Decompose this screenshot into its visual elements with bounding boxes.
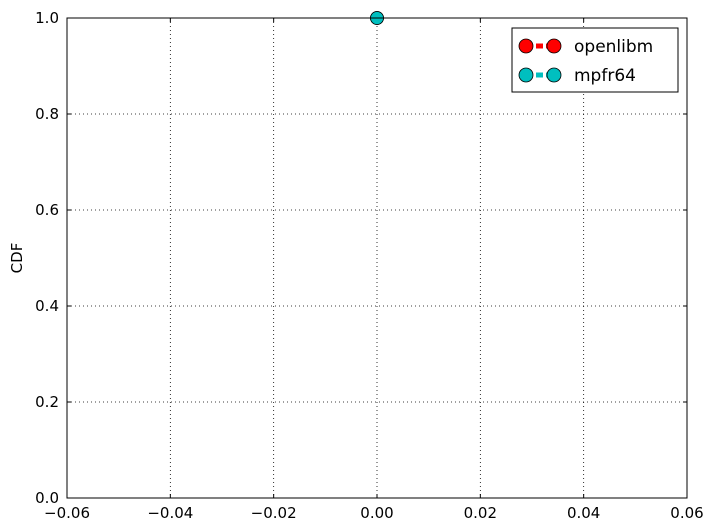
x-tick-label: −0.04 (147, 504, 193, 522)
x-tick-label: 0.02 (464, 504, 497, 522)
x-tick-label: 0.06 (670, 504, 703, 522)
x-tick-label: 0.00 (360, 504, 393, 522)
legend-label: openlibm (574, 37, 653, 57)
labels-layer: −0.06 −0.04 −0.02 0.00 0.02 0.04 0.06 0.0 0.2 0.4… (35, 9, 704, 522)
legend-marker (518, 67, 534, 83)
y-tick-label: 0.8 (35, 105, 59, 123)
legend: openlibm mpfr64 (511, 27, 679, 93)
legend-item: openlibm (518, 37, 653, 57)
y-tick-label: 0.0 (35, 489, 59, 507)
legend-marker (518, 38, 534, 54)
legend-box (511, 27, 679, 93)
x-tick-label: −0.02 (251, 504, 297, 522)
x-tick-label: 0.04 (567, 504, 600, 522)
x-tick-label: −0.06 (44, 504, 90, 522)
y-tick-label: 0.6 (35, 201, 59, 219)
y-tick-label: 0.2 (35, 393, 59, 411)
y-tick-label: 0.4 (35, 297, 59, 315)
legend-label: mpfr64 (574, 66, 636, 86)
y-tick-label: 1.0 (35, 9, 59, 27)
legend-marker (546, 67, 562, 83)
legend-marker (546, 38, 562, 54)
y-axis-label: CDF (8, 243, 26, 274)
grid-layer (67, 18, 687, 498)
legend-item: mpfr64 (518, 66, 636, 86)
plot-frame (66, 17, 688, 499)
